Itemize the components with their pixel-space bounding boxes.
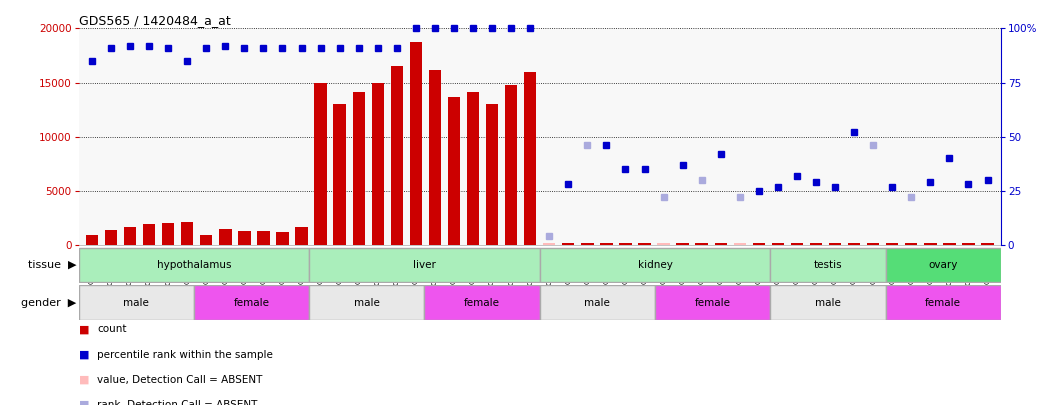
- Bar: [540, 286, 655, 320]
- Text: female: female: [464, 298, 500, 307]
- Bar: [277, 232, 288, 245]
- Bar: [770, 248, 886, 282]
- Text: ■: ■: [79, 375, 89, 385]
- Bar: [791, 243, 803, 245]
- Bar: [79, 248, 309, 282]
- Bar: [601, 243, 613, 245]
- Text: female: female: [234, 298, 269, 307]
- Bar: [562, 243, 574, 245]
- Bar: [194, 286, 309, 320]
- Bar: [867, 243, 879, 245]
- Bar: [309, 248, 540, 282]
- Bar: [886, 248, 1001, 282]
- Bar: [543, 243, 555, 245]
- Bar: [638, 243, 651, 245]
- Bar: [829, 243, 842, 245]
- Bar: [333, 104, 346, 245]
- Bar: [238, 231, 250, 245]
- Bar: [391, 66, 403, 245]
- Bar: [86, 235, 99, 245]
- Bar: [424, 286, 540, 320]
- Bar: [752, 243, 765, 245]
- Bar: [505, 85, 518, 245]
- Text: male: male: [585, 298, 610, 307]
- Bar: [466, 92, 479, 245]
- Text: ■: ■: [79, 400, 89, 405]
- Text: kidney: kidney: [637, 260, 673, 270]
- Bar: [352, 92, 365, 245]
- Bar: [715, 243, 727, 245]
- Text: male: male: [124, 298, 149, 307]
- Bar: [524, 72, 537, 245]
- Text: female: female: [925, 298, 961, 307]
- Bar: [296, 227, 308, 245]
- Bar: [905, 243, 917, 245]
- Text: count: count: [97, 324, 127, 335]
- Bar: [582, 243, 593, 245]
- Text: ■: ■: [79, 324, 89, 335]
- Bar: [924, 243, 937, 245]
- Bar: [314, 83, 327, 245]
- Text: ovary: ovary: [929, 260, 958, 270]
- Bar: [143, 224, 155, 245]
- Bar: [619, 243, 632, 245]
- Bar: [372, 83, 384, 245]
- Text: female: female: [695, 298, 730, 307]
- Text: percentile rank within the sample: percentile rank within the sample: [97, 350, 274, 360]
- Bar: [162, 224, 174, 245]
- Text: hypothalamus: hypothalamus: [156, 260, 232, 270]
- Bar: [79, 286, 194, 320]
- Bar: [657, 243, 670, 245]
- Text: rank, Detection Call = ABSENT: rank, Detection Call = ABSENT: [97, 400, 258, 405]
- Bar: [540, 248, 770, 282]
- Text: male: male: [815, 298, 840, 307]
- Bar: [309, 286, 424, 320]
- Bar: [886, 243, 898, 245]
- Bar: [943, 243, 956, 245]
- Bar: [410, 43, 422, 245]
- Bar: [676, 243, 689, 245]
- Bar: [655, 286, 770, 320]
- Bar: [447, 97, 460, 245]
- Bar: [770, 286, 886, 320]
- Bar: [886, 286, 1001, 320]
- Bar: [200, 235, 213, 245]
- Bar: [105, 230, 117, 245]
- Bar: [257, 231, 269, 245]
- Bar: [981, 243, 994, 245]
- Text: GDS565 / 1420484_a_at: GDS565 / 1420484_a_at: [79, 14, 231, 27]
- Text: tissue  ▶: tissue ▶: [28, 260, 77, 270]
- Bar: [962, 243, 975, 245]
- Bar: [771, 243, 784, 245]
- Bar: [486, 104, 498, 245]
- Bar: [124, 227, 136, 245]
- Bar: [734, 243, 746, 245]
- Text: gender  ▶: gender ▶: [21, 298, 77, 307]
- Text: male: male: [354, 298, 379, 307]
- Bar: [848, 243, 860, 245]
- Bar: [219, 229, 232, 245]
- Text: ■: ■: [79, 350, 89, 360]
- Text: liver: liver: [413, 260, 436, 270]
- Text: value, Detection Call = ABSENT: value, Detection Call = ABSENT: [97, 375, 263, 385]
- Bar: [696, 243, 707, 245]
- Bar: [429, 70, 441, 245]
- Text: testis: testis: [813, 260, 843, 270]
- Bar: [181, 222, 194, 245]
- Bar: [810, 243, 823, 245]
